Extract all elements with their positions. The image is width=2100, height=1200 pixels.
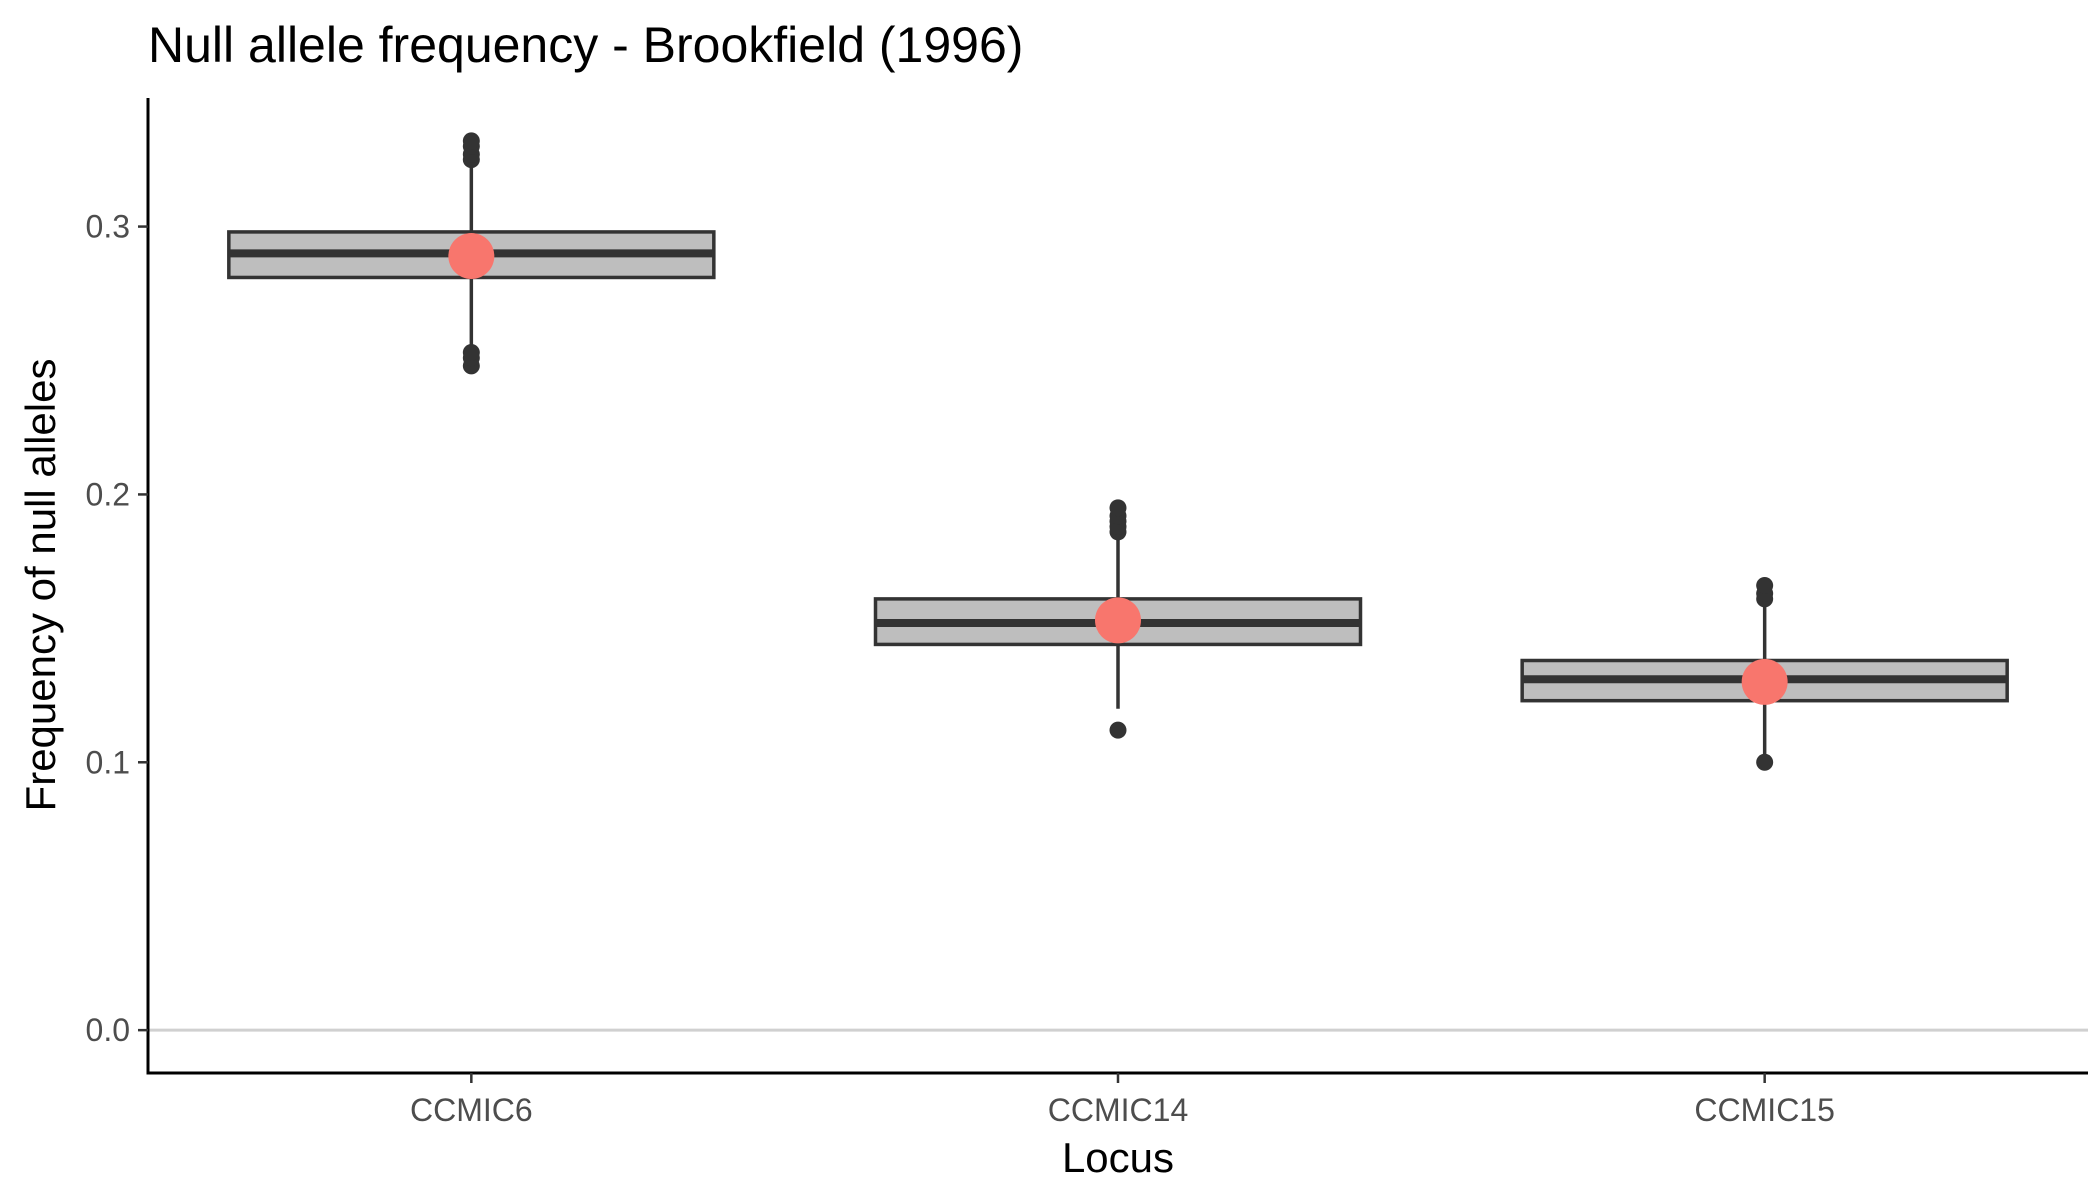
y-tick-label: 0.3 [86, 209, 130, 245]
y-tick-label: 0.0 [86, 1012, 130, 1048]
y-axis-ticks: 0.0 0.1 0.2 0.3 [86, 209, 148, 1048]
x-tick-label: CCMIC14 [1048, 1092, 1188, 1128]
box-group-ccmic15 [1520, 577, 2009, 771]
x-tick-label: CCMIC6 [410, 1092, 533, 1128]
outlier-point [462, 132, 480, 150]
outlier-point [462, 343, 480, 361]
x-axis-title: Locus [1062, 1134, 1174, 1181]
outlier-point [1109, 499, 1127, 517]
y-tick-label: 0.1 [86, 744, 130, 780]
chart-title: Null allele frequency - Brookfield (1996… [148, 17, 1023, 73]
x-tick-label: CCMIC15 [1694, 1092, 1834, 1128]
point-estimate-marker [1741, 658, 1788, 705]
outlier-point [1756, 753, 1774, 771]
y-tick-label: 0.2 [86, 476, 130, 512]
box-group-ccmic6 [227, 132, 716, 375]
point-estimate-marker [448, 233, 495, 280]
y-axis-title: Frequency of null alleles [17, 359, 64, 812]
x-axis-ticks: CCMIC6 CCMIC14 CCMIC15 [410, 1073, 1835, 1128]
outlier-point [1756, 577, 1774, 594]
point-estimate-marker [1095, 597, 1141, 644]
outlier-point [1109, 721, 1127, 739]
plot-area [148, 132, 2088, 1032]
box-group-ccmic14 [873, 499, 1363, 739]
